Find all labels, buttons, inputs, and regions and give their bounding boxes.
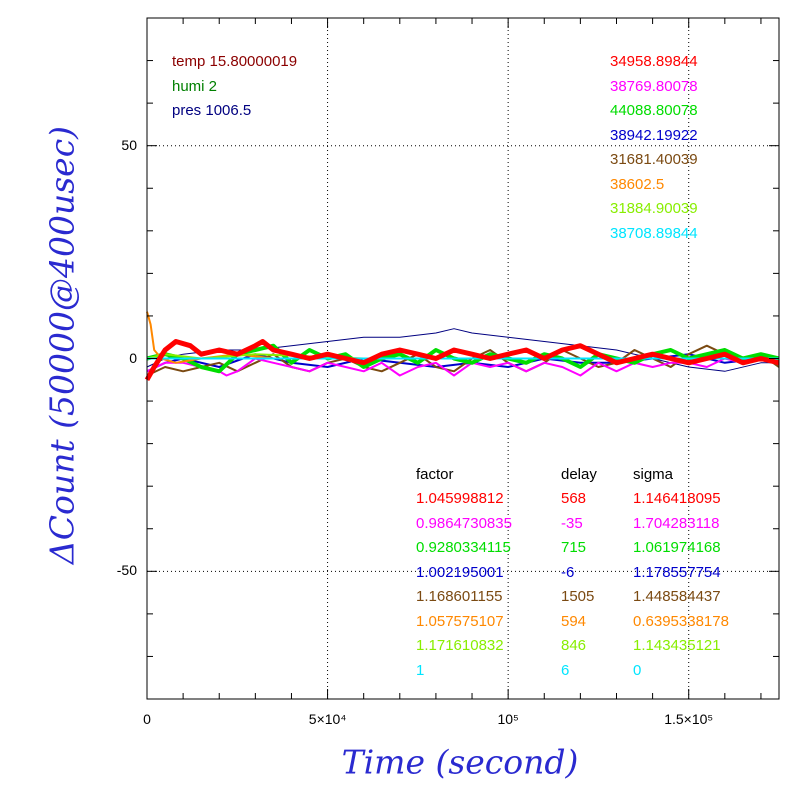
series-total-item: 38708.89844 <box>610 224 698 242</box>
table-cell-factor: 1.171610832 <box>416 637 504 654</box>
series-total-item: 38942.19922 <box>610 126 698 144</box>
x-tick-label: 10⁵ <box>497 711 519 727</box>
table-header: sigma <box>633 466 674 483</box>
environment-item: temp 15.80000019 <box>172 53 298 70</box>
table-cell-delay: 568 <box>561 490 587 507</box>
table-cell-delay: 594 <box>561 612 587 630</box>
y-axis-label: ΔCount (50000@400usec) <box>42 125 82 565</box>
table-cell-factor: 0.9864730835 <box>416 514 512 532</box>
series-line-4 <box>146 343 780 374</box>
table-cell-sigma: 1.143435121 <box>633 637 721 654</box>
tick-marks <box>147 18 779 699</box>
table-cell-factor: 1.002195001 <box>416 563 504 581</box>
table-header: factor <box>416 466 454 483</box>
table-cell-delay: 715 <box>561 539 587 556</box>
table-cell-delay: 846 <box>561 637 587 654</box>
x-tick-label: 1.5×10⁵ <box>664 711 714 727</box>
environment-item: pres 1006.5 <box>172 102 252 119</box>
series-line-8 <box>144 339 780 382</box>
x-tick-label: 5×10⁴ <box>308 711 347 727</box>
table-cell-factor: 1.168601155 <box>416 588 503 605</box>
series-total-item: 34958.89844 <box>610 53 698 70</box>
table-cell-factor: 1.057575107 <box>416 612 504 630</box>
table-cell-sigma: 1.061974168 <box>633 539 721 556</box>
table-header: delay <box>561 466 597 483</box>
table-cell-sigma: 1.178557754 <box>633 563 721 581</box>
table-cell-delay: -6 <box>561 563 575 581</box>
series-total-item: 38769.80078 <box>610 77 698 95</box>
table-cell-sigma: 1.146418095 <box>633 490 721 507</box>
environment-item: humi 2 <box>172 77 218 95</box>
series-line-2 <box>146 344 780 377</box>
table-cell-delay: 6 <box>561 661 570 679</box>
series-total-item: 38602.5 <box>610 175 665 193</box>
table-cell-delay: -35 <box>561 514 583 532</box>
table-cell-sigma: 0.6395338178 <box>633 612 729 630</box>
series-total-item: 44088.80078 <box>610 102 698 119</box>
series-total-item: 31884.90039 <box>610 200 698 217</box>
table-cell-sigma: 1.448584437 <box>633 588 721 605</box>
table-cell-factor: 1.045998812 <box>416 490 504 507</box>
table-cell-sigma: 0 <box>633 661 642 679</box>
series-lines <box>144 311 780 382</box>
table-cell-sigma: 1.704283118 <box>633 514 720 532</box>
series-line-0 <box>146 328 779 372</box>
table-cell-factor: 0.9280334115 <box>416 539 511 556</box>
series-line-3 <box>146 357 780 377</box>
y-tick-label: 0 <box>129 349 137 366</box>
x-axis-label: Time (second) <box>341 742 579 782</box>
y-tick-label: -50 <box>116 562 137 579</box>
y-tick-label: 50 <box>121 136 137 153</box>
x-tick-label: 0 <box>143 711 151 727</box>
table-cell-delay: 1505 <box>561 588 595 605</box>
table-cell-factor: 1 <box>416 661 425 679</box>
series-total-item: 31681.40039 <box>610 151 698 168</box>
